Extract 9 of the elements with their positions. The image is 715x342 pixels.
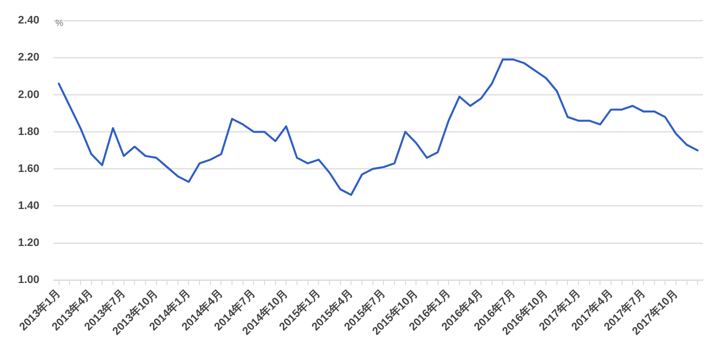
y-tick-label: 2.00: [18, 88, 40, 101]
y-tick-label: 2.40: [18, 14, 40, 27]
y-tick-label: 1.20: [18, 237, 40, 250]
y-tick-label: 1.40: [18, 200, 40, 212]
y-tick-label: 1.00: [18, 274, 40, 286]
y-tick-label: 1.80: [18, 126, 40, 138]
y-tick-label: 2.20: [18, 52, 40, 64]
y-tick-label: 1.60: [18, 162, 40, 175]
y-axis-title: %: [55, 18, 64, 28]
